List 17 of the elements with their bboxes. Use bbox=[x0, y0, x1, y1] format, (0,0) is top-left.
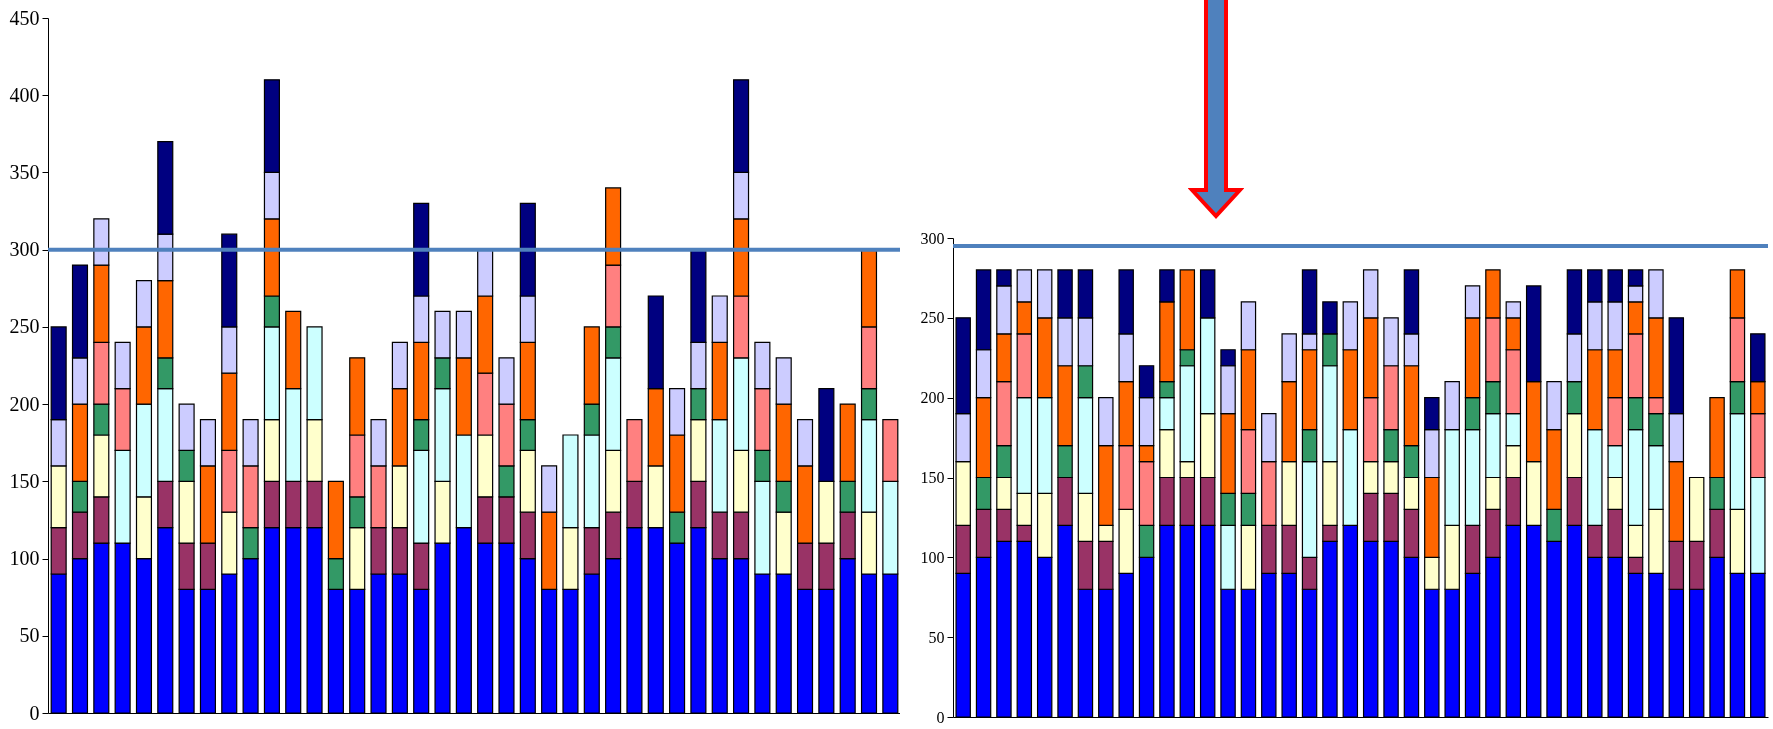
y-tick-label: 250 bbox=[9, 315, 40, 338]
y-tick-label: 100 bbox=[920, 548, 945, 566]
y-tick-label: 150 bbox=[9, 469, 40, 492]
y-tick-label: 300 bbox=[920, 229, 945, 247]
y-tick-label: 250 bbox=[920, 309, 945, 327]
y-tick-label: 0 bbox=[29, 701, 40, 724]
y-tick-label: 450 bbox=[9, 6, 40, 29]
y-tick-label: 400 bbox=[9, 83, 40, 106]
y-tick-label: 200 bbox=[9, 392, 40, 415]
y-tick-label: 350 bbox=[9, 160, 40, 183]
y-tick-label: 50 bbox=[19, 624, 40, 647]
y-tick-label: 50 bbox=[928, 628, 945, 646]
y-tick-label: 200 bbox=[920, 389, 945, 407]
y-tick-label: 300 bbox=[9, 238, 40, 261]
y-tick-label: 0 bbox=[936, 708, 945, 726]
y-tick-label: 100 bbox=[9, 547, 40, 570]
y-tick-label: 150 bbox=[920, 469, 945, 486]
